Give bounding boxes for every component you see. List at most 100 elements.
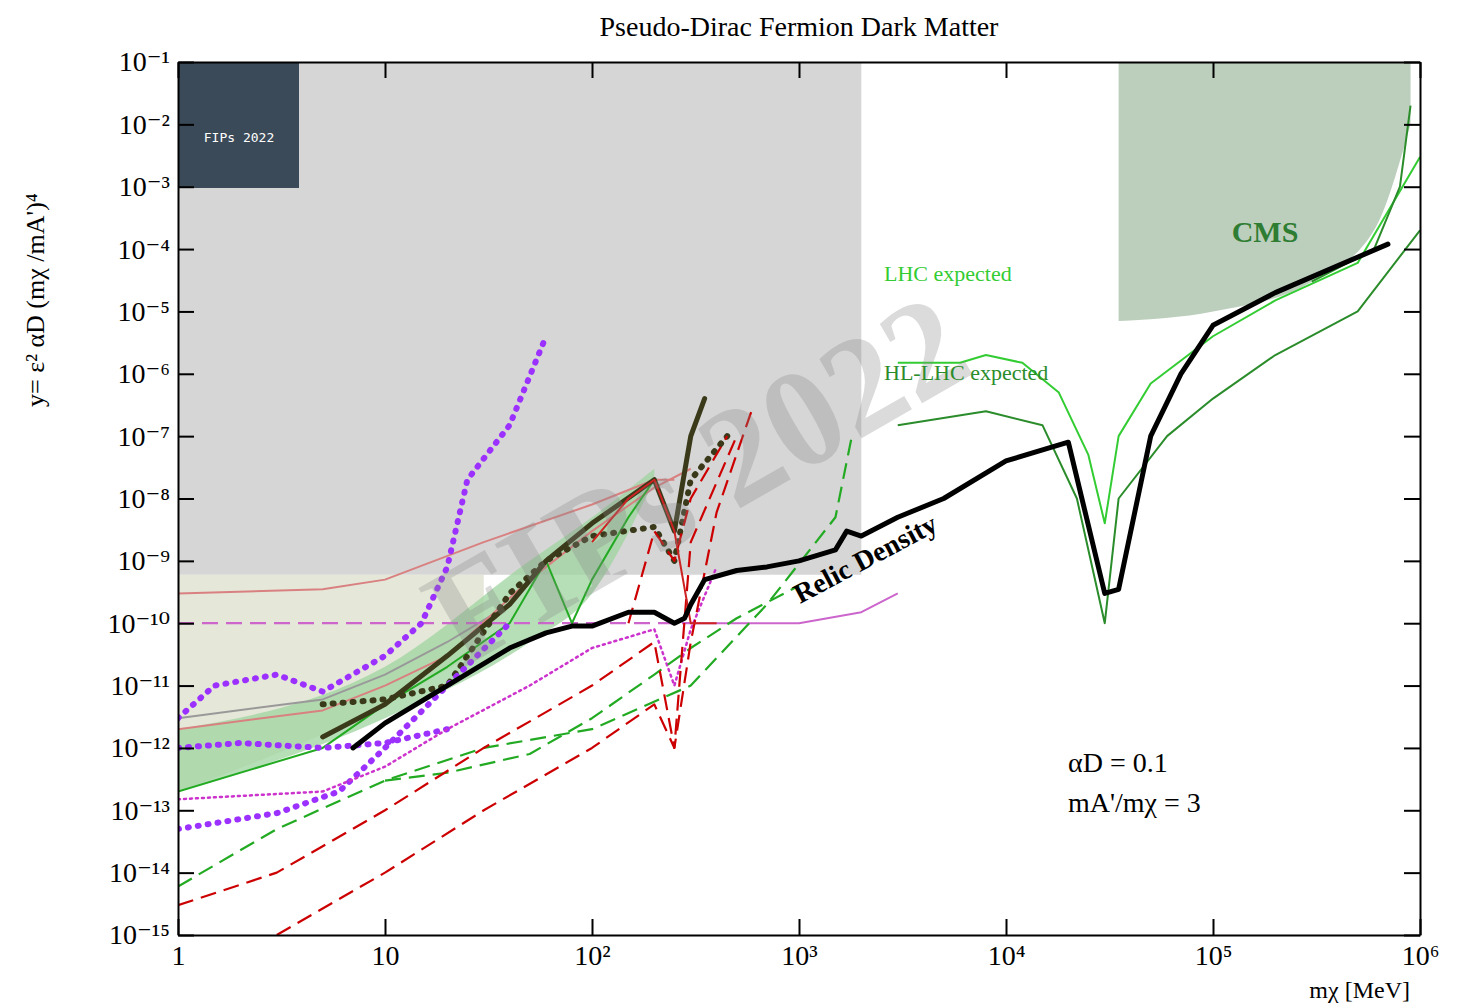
- tick-mark: [178, 498, 194, 500]
- tick: 10: [372, 919, 400, 971]
- tick-mark: [178, 186, 194, 188]
- annotation: Relic Density: [788, 508, 942, 609]
- tick: 10³: [781, 919, 817, 971]
- tick: 10⁻⁷: [117, 421, 194, 452]
- tick-label: 1: [172, 940, 186, 971]
- tick-label: 10⁻⁹: [117, 545, 170, 576]
- tick: [1404, 374, 1420, 375]
- tick: [1404, 810, 1420, 811]
- tick: 10⁻⁸: [117, 483, 194, 514]
- tick-mark: [1404, 436, 1420, 438]
- tick: 10⁴: [988, 919, 1026, 971]
- tick: [1404, 873, 1420, 874]
- tick-mark: [178, 124, 194, 126]
- tick-mark: [178, 560, 194, 562]
- tick-mark: [1404, 124, 1420, 126]
- tick: [799, 62, 800, 78]
- tick-mark: [385, 919, 387, 935]
- tick-label: 10⁻¹⁰: [108, 608, 170, 639]
- tick-mark: [178, 747, 194, 749]
- chart: FIPs 2022FIPs 202211010²10³10⁴10⁵10⁶10⁻¹…: [0, 0, 1463, 1007]
- curve: [898, 230, 1420, 623]
- tick: [1404, 62, 1420, 63]
- tick-mark: [178, 373, 194, 375]
- tick-mark: [1404, 685, 1420, 687]
- tick-label: 10⁻⁶: [117, 358, 170, 389]
- tick-mark: [178, 62, 194, 64]
- tick-mark: [1404, 623, 1420, 625]
- tick: [1404, 187, 1420, 188]
- curve: [898, 157, 1420, 523]
- tick: [1404, 686, 1420, 687]
- tick: 10⁻¹²: [110, 732, 194, 763]
- tick-mark: [178, 623, 194, 625]
- tick-mark: [1404, 560, 1420, 562]
- tick-mark: [1006, 62, 1008, 78]
- tick-mark: [1006, 919, 1008, 935]
- tick-mark: [178, 935, 194, 937]
- tick: [1404, 124, 1420, 125]
- tick-mark: [592, 62, 594, 78]
- tick: [1404, 623, 1420, 624]
- tick-mark: [1213, 62, 1215, 78]
- annotation: CMS: [1232, 215, 1299, 248]
- curve: [178, 622, 691, 624]
- tick-mark: [799, 62, 801, 78]
- annotation: LHC expected: [884, 261, 1012, 286]
- tick: [1006, 62, 1007, 78]
- tick-mark: [1404, 747, 1420, 749]
- tick: 10⁻⁵: [117, 296, 194, 327]
- tick-label: 10⁻⁷: [117, 421, 170, 452]
- tick-label: 10⁻¹²: [110, 732, 170, 763]
- tick-mark: [1404, 498, 1420, 500]
- tick-mark: [1404, 62, 1420, 64]
- tick: 10⁻⁹: [117, 545, 194, 576]
- curve: [178, 729, 447, 748]
- tick-mark: [1404, 810, 1420, 812]
- tick-label: 10²: [574, 940, 610, 971]
- tick: 10²: [574, 919, 610, 971]
- tick: 10⁵: [1195, 919, 1233, 971]
- tick-label: 10⁻³: [119, 171, 170, 202]
- tick: [1404, 561, 1420, 562]
- tick-label: 10⁵: [1195, 940, 1233, 971]
- tick-label: 10⁻²: [119, 109, 170, 140]
- tick-mark: [178, 685, 194, 687]
- tick-mark: [1404, 872, 1420, 874]
- watermark: FIPs 2022: [400, 263, 993, 695]
- tick: 10⁻¹: [119, 46, 194, 77]
- tick: [1213, 62, 1214, 78]
- x-axis-title: mχ [MeV]: [1309, 977, 1410, 1003]
- tick-mark: [178, 249, 194, 251]
- tick-label: 10⁻¹⁵: [109, 919, 170, 950]
- tick-mark: [178, 311, 194, 313]
- tick: 10⁻¹⁴: [109, 857, 194, 888]
- tick-mark: [592, 919, 594, 935]
- tick-label: 10⁻⁴: [117, 234, 170, 265]
- tick: [1404, 249, 1420, 250]
- plot-marks: [178, 62, 1420, 935]
- tick-label: 10⁶: [1402, 940, 1440, 971]
- tick: 10⁻³: [119, 171, 194, 202]
- tick: [1404, 311, 1420, 312]
- tick-mark: [1404, 249, 1420, 251]
- tick: [1404, 436, 1420, 437]
- x-axis: 1 10 10² 10³ 10⁴ 10⁵ 10⁶: [172, 919, 1440, 971]
- logo: [179, 63, 299, 188]
- tick: [592, 62, 593, 78]
- tick-label: 10⁻¹: [119, 46, 170, 77]
- tick: 10⁻¹¹: [110, 670, 194, 701]
- tick-mark: [799, 919, 801, 935]
- tick: 10⁻²: [119, 109, 194, 140]
- tick: [1404, 748, 1420, 749]
- tick: 10⁻¹⁰: [108, 608, 194, 639]
- tick-label: 10³: [781, 940, 817, 971]
- y-axis-right: [1404, 63, 1421, 936]
- tick-mark: [1404, 373, 1420, 375]
- tick: 10⁻¹³: [110, 795, 194, 826]
- curve: [691, 593, 898, 623]
- tick-label: 10: [372, 940, 400, 971]
- tick-label: 10⁻⁸: [117, 483, 170, 514]
- tick-label: 10⁴: [988, 940, 1026, 971]
- tick-label: 10⁻¹⁴: [109, 857, 170, 888]
